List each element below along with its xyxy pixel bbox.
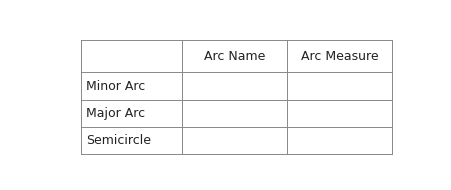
Text: Semicircle: Semicircle xyxy=(86,134,151,147)
Text: Arc Name: Arc Name xyxy=(204,50,265,63)
Text: Minor Arc: Minor Arc xyxy=(86,79,145,93)
Text: Arc Measure: Arc Measure xyxy=(301,50,378,63)
Text: Major Arc: Major Arc xyxy=(86,107,145,120)
